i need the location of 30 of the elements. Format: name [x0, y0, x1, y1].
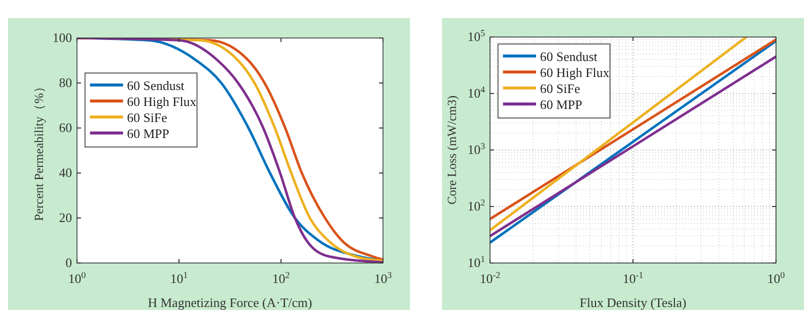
x-tick-label: 10$^{3}$ [374, 270, 392, 286]
x-tick-label: 10$^{0}$ [767, 270, 786, 286]
legend-label: 60 MPP [127, 126, 170, 141]
y-tick-label: 10$^{5}$ [467, 28, 486, 44]
y-tick-label: 0 [66, 255, 72, 270]
y-axis-title: Percent Permeability（%） [32, 80, 46, 221]
y-tick-label: 10$^{2}$ [467, 198, 486, 214]
x-tick-label: 10$^{-1}$ [622, 270, 644, 286]
legend-label: 60 High Flux [127, 94, 197, 109]
legend-label: 60 MPP [540, 97, 582, 112]
x-axis-title: H Magnetizing Force (A·T/cm) [148, 295, 312, 310]
y-axis-title: Core Loss (mW/cm3) [445, 95, 459, 205]
legend-label: 60 High Flux [540, 65, 610, 80]
x-tick-label: 10$^{2}$ [272, 270, 290, 286]
y-tick-label: 40 [59, 165, 72, 180]
legend-label: 60 Sendust [540, 49, 598, 64]
legend-label: 60 SiFe [540, 81, 580, 96]
y-tick-label: 80 [59, 75, 72, 90]
x-tick-label: 10$^{0}$ [68, 270, 86, 286]
y-tick-label: 10$^{1}$ [467, 254, 485, 270]
y-tick-label: 10$^{4}$ [467, 84, 486, 100]
y-tick-label: 60 [59, 120, 72, 135]
legend-label: 60 Sendust [127, 78, 185, 93]
x-tick-label: 10$^{1}$ [170, 270, 188, 286]
y-tick-label: 100 [52, 30, 72, 45]
y-tick-label: 20 [59, 210, 72, 225]
y-tick-label: 10$^{3}$ [467, 141, 486, 157]
x-tick-label: 10$^{-2}$ [480, 270, 501, 286]
legend-label: 60 SiFe [127, 110, 168, 125]
x-axis-title: Flux Density (Tesla) [580, 295, 686, 310]
